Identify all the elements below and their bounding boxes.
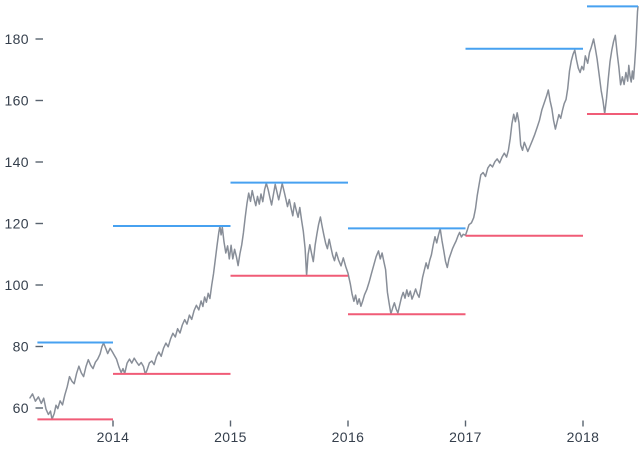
- yearly-low-lines: [37, 113, 638, 421]
- price-series: [29, 5, 639, 421]
- x-axis-label: 2016: [332, 429, 365, 445]
- x-axis-label: 2014: [97, 429, 130, 445]
- y-axis-label: 180: [4, 31, 29, 47]
- y-axis-label: 160: [4, 93, 29, 109]
- y-axis-label: 60: [13, 400, 29, 416]
- x-axis-label: 2017: [449, 429, 482, 445]
- x-axis-label: 2015: [214, 429, 247, 445]
- y-axis-label: 120: [4, 216, 29, 232]
- y-axis-label: 80: [13, 339, 29, 355]
- x-axis-label: 2018: [567, 429, 600, 445]
- yearly-high-lines: [37, 5, 638, 344]
- y-axis-label: 100: [4, 277, 29, 293]
- price-line: [29, 5, 639, 421]
- y-axis: 60 80 100 120 140 160 180: [4, 31, 43, 416]
- y-axis-label: 140: [4, 154, 29, 170]
- x-axis: 2014 2015 2016 2017 2018: [97, 420, 600, 445]
